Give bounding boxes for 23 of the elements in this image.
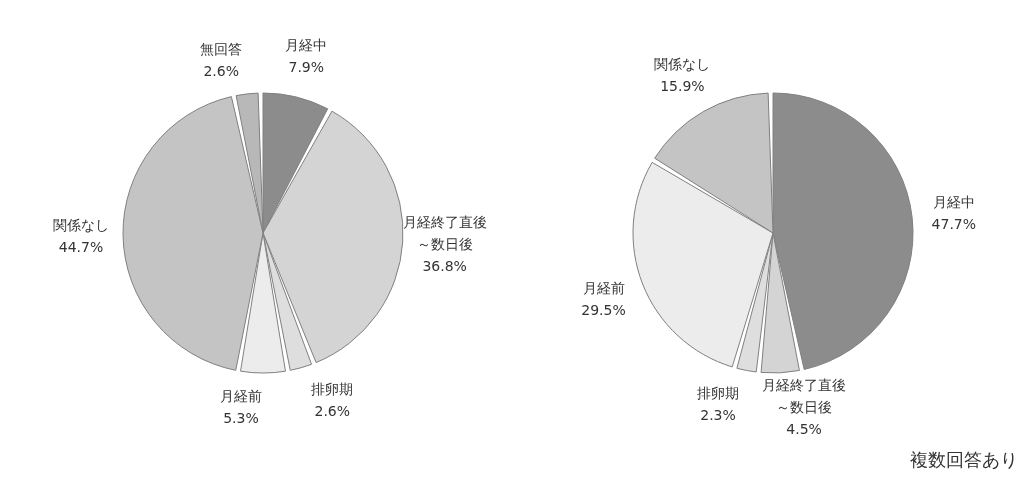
data-label: 7.9% xyxy=(288,59,325,76)
slice-label: 排卵期 xyxy=(697,384,740,401)
data-label: 2.3% xyxy=(700,406,736,423)
data-label: 44.7% xyxy=(58,238,104,255)
slice-label: 月経終了直後～数日後 xyxy=(762,376,847,415)
data-label: 5.3% xyxy=(223,410,259,426)
slice-label: 月経中 xyxy=(285,37,328,54)
data-label: 4.5% xyxy=(786,420,822,437)
slice-label: 月経終了直後～数日後 xyxy=(402,214,487,253)
data-label: 47.7% xyxy=(931,215,977,232)
slice-label: 月経前 xyxy=(582,280,625,297)
slice-label: 月経前 xyxy=(220,388,262,404)
data-label: 36.8% xyxy=(422,258,467,275)
data-label: 29.5% xyxy=(581,302,626,319)
slice-label: 排卵期 xyxy=(311,381,354,398)
slice-label: 月経中 xyxy=(932,193,975,210)
data-label: 2.6% xyxy=(203,63,240,80)
data-label: 2.6% xyxy=(314,403,351,420)
slice-label: 関係なし xyxy=(654,56,711,73)
text: 複数回答あり xyxy=(910,448,1018,472)
slice-label: 無回答 xyxy=(200,41,243,58)
data-label: 15.9% xyxy=(660,78,705,95)
slice-label: 関係なし xyxy=(53,216,110,233)
